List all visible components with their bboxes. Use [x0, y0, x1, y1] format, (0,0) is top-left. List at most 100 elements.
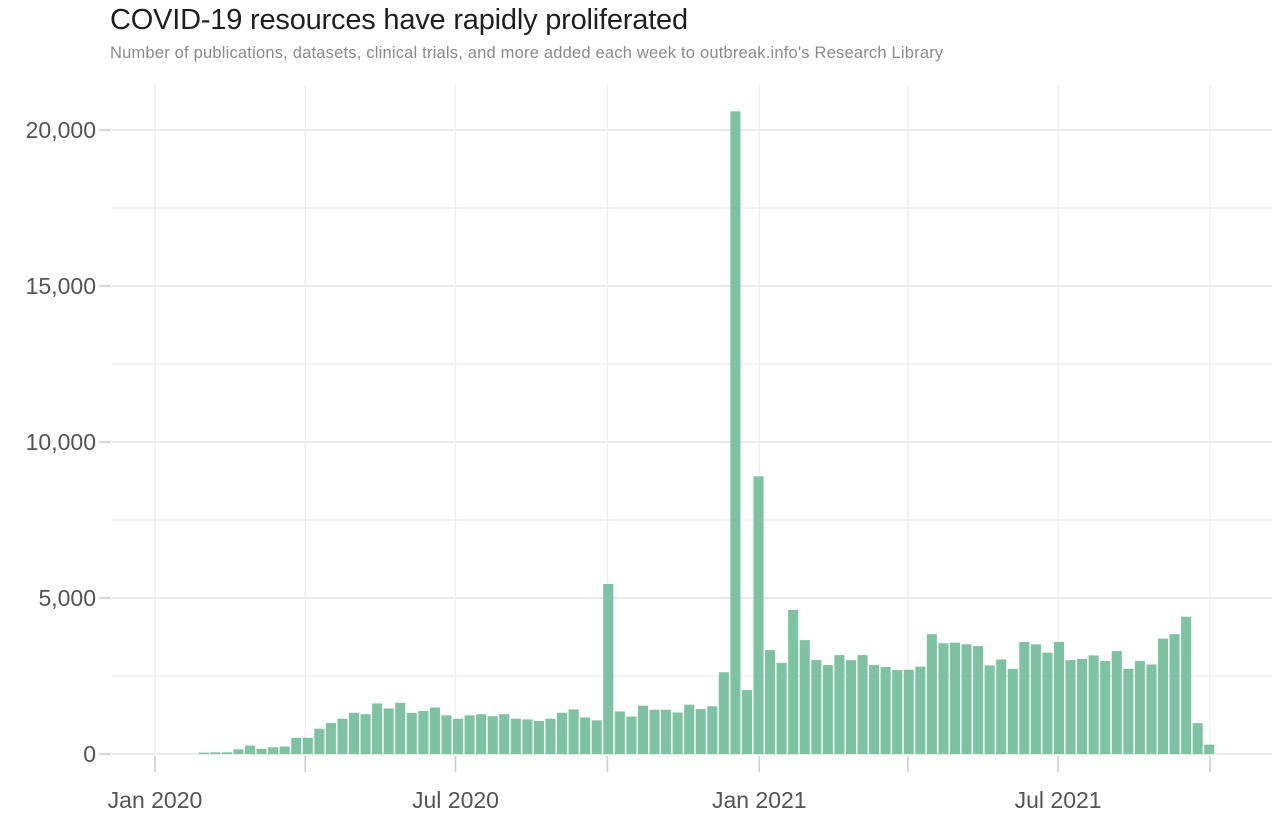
bar-week-2020-09-21	[591, 720, 602, 754]
bar-week-2020-02-03	[210, 752, 221, 754]
y-axis-label: 0	[83, 741, 96, 767]
bar-week-2020-03-23	[291, 737, 302, 754]
bar-week-2021-09-20	[1192, 723, 1203, 754]
bar-week-2021-08-16	[1134, 661, 1145, 754]
bar-week-2021-02-01	[811, 660, 822, 754]
bar-week-2020-12-28	[753, 476, 764, 754]
bar-week-2021-08-23	[1146, 664, 1157, 754]
bar-week-2020-12-14	[730, 111, 741, 754]
bar-week-2020-09-14	[580, 717, 591, 754]
x-axis-label: Jan 2020	[108, 787, 203, 813]
bar-week-2020-07-13	[476, 714, 487, 754]
bar-week-2021-09-06	[1169, 634, 1180, 754]
bar-week-2021-05-31	[1007, 668, 1018, 754]
bar-week-2021-06-28	[1053, 641, 1065, 754]
bar-week-2020-09-28	[603, 583, 614, 754]
bar-week-2021-06-07	[1019, 641, 1030, 754]
bar-week-2020-04-27	[348, 712, 360, 754]
bar-week-2020-01-27	[198, 752, 209, 754]
bar-week-2020-03-16	[279, 746, 290, 754]
bar-week-2021-04-12	[926, 634, 937, 754]
y-axis-label: 20,000	[26, 117, 96, 143]
bar-week-2020-08-03	[510, 718, 521, 754]
x-axis-label: Jul 2020	[412, 787, 499, 813]
bar-week-2020-07-27	[499, 714, 510, 754]
x-axis-label: Jul 2021	[1015, 787, 1102, 813]
bar-week-2021-02-15	[834, 655, 845, 754]
bar-week-2021-02-08	[822, 665, 833, 754]
bar-week-2021-07-19	[1088, 655, 1099, 754]
bar-week-2020-02-10	[221, 752, 232, 754]
bar-week-2020-10-19	[637, 705, 648, 754]
bar-week-2020-03-09	[268, 747, 279, 754]
bar-week-2021-01-11	[776, 662, 787, 754]
bar-week-2021-04-26	[949, 642, 961, 754]
bar-week-2020-08-17	[533, 720, 544, 754]
bar-week-2020-06-01	[406, 712, 417, 754]
bar-week-2021-01-25	[799, 640, 810, 754]
bar-week-2021-03-01	[857, 655, 868, 754]
bar-week-2020-05-25	[395, 702, 406, 754]
bar-week-2021-07-12	[1077, 658, 1088, 754]
bar-week-2020-06-15	[429, 707, 440, 754]
bar-week-2020-02-17	[233, 749, 244, 754]
bar-week-2020-06-08	[418, 710, 429, 754]
bar-week-2020-08-31	[556, 712, 568, 754]
chart-header: COVID-19 resources have rapidly prolifer…	[110, 4, 1270, 63]
bar-week-2020-12-07	[718, 672, 729, 754]
chart-subtitle: Number of publications, datasets, clinic…	[110, 44, 944, 62]
bar-week-2020-07-06	[464, 715, 475, 754]
y-axis-label: 10,000	[26, 429, 96, 455]
bar-week-2020-03-02	[256, 749, 267, 754]
bar-week-2021-09-13	[1181, 616, 1192, 754]
bar-week-2020-04-20	[337, 718, 348, 754]
bar-week-2021-09-27	[1204, 744, 1215, 754]
bar-week-2020-02-24	[244, 745, 256, 754]
bar-week-2020-06-22	[441, 715, 452, 754]
bar-week-2021-01-18	[788, 609, 799, 754]
bar-week-2020-08-10	[522, 719, 533, 754]
bar-week-2020-12-21	[741, 690, 753, 754]
bar-week-2020-10-12	[626, 716, 637, 754]
y-axis-label: 5,000	[38, 585, 96, 611]
bar-week-2020-08-24	[545, 718, 556, 754]
bar-week-2021-06-14	[1030, 644, 1041, 754]
x-axis-label: Jan 2021	[712, 787, 807, 813]
chart-title: COVID-19 resources have rapidly prolifer…	[110, 4, 688, 36]
y-axis-label: 15,000	[26, 273, 96, 299]
bar-week-2021-05-24	[996, 659, 1007, 754]
bar-week-2020-11-02	[661, 709, 672, 754]
bar-week-2021-07-05	[1065, 660, 1076, 754]
bar-week-2020-05-18	[383, 708, 394, 754]
bar-week-2020-11-09	[672, 712, 683, 754]
bar-week-2020-04-06	[314, 728, 325, 754]
bar-week-2021-05-10	[973, 646, 984, 754]
bar-week-2021-03-22	[892, 670, 903, 754]
bar-week-2020-03-30	[302, 737, 313, 754]
bar-week-2021-01-04	[765, 650, 776, 754]
bar-week-2020-11-30	[707, 706, 718, 754]
bar-week-2021-03-29	[903, 669, 914, 754]
bar-week-2020-04-13	[325, 722, 336, 754]
bar-week-2021-05-03	[961, 644, 972, 754]
bar-week-2021-03-08	[869, 665, 880, 754]
bar-week-2020-11-16	[684, 704, 695, 754]
bar-week-2021-04-19	[938, 643, 949, 754]
bar-week-2020-05-04	[360, 714, 371, 754]
bar-week-2020-10-26	[649, 709, 660, 754]
bar-week-2021-08-30	[1157, 638, 1169, 754]
bar-week-2021-08-02	[1111, 651, 1122, 754]
bar-week-2020-10-05	[614, 711, 625, 754]
bar-week-2020-09-07	[568, 709, 579, 754]
bar-week-2020-05-11	[372, 703, 383, 754]
bar-week-2021-07-26	[1100, 661, 1111, 754]
bar-week-2021-08-09	[1123, 668, 1134, 754]
bar-week-2021-04-05	[915, 666, 926, 754]
bar-week-2020-11-23	[695, 709, 706, 754]
bar-week-2021-02-22	[845, 660, 857, 754]
bar-week-2020-07-20	[487, 716, 498, 754]
bar-week-2021-06-21	[1042, 652, 1053, 754]
bar-week-2020-06-29	[452, 718, 464, 754]
